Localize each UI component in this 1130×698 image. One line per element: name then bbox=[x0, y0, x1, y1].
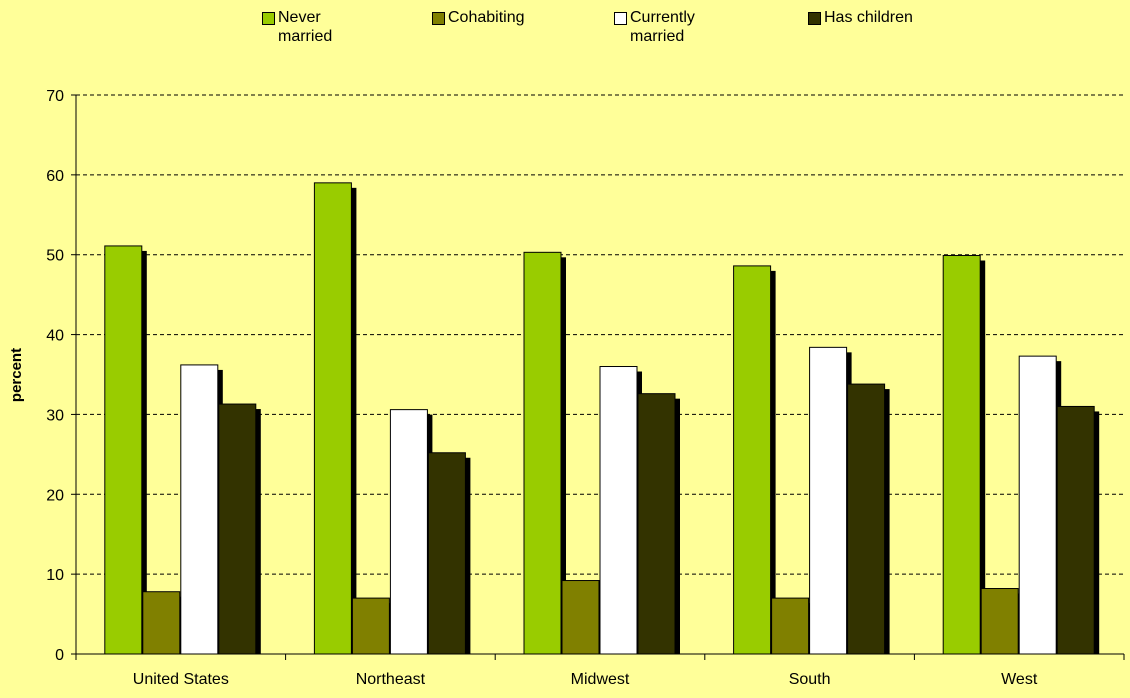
bar bbox=[389, 409, 428, 655]
x-tick-label: South bbox=[789, 671, 831, 688]
legend-swatch bbox=[808, 12, 821, 25]
y-tick-label: 0 bbox=[55, 647, 64, 664]
legend-label: Never married bbox=[278, 9, 333, 45]
y-tick-label: 60 bbox=[46, 168, 64, 185]
bar bbox=[599, 366, 638, 655]
bar bbox=[771, 597, 810, 655]
legend-label: Cohabiting bbox=[448, 9, 525, 26]
bar bbox=[561, 580, 600, 655]
bar bbox=[180, 364, 219, 655]
legend-item: Cohabiting bbox=[432, 8, 538, 27]
bar bbox=[523, 251, 562, 655]
legend-item: Never married bbox=[262, 8, 368, 46]
legend-item: Has children bbox=[808, 8, 914, 27]
y-tick-label: 30 bbox=[46, 407, 64, 424]
bar bbox=[1056, 405, 1095, 655]
bar bbox=[733, 265, 772, 655]
y-tick-label: 70 bbox=[46, 88, 64, 105]
bar bbox=[942, 255, 981, 655]
bar bbox=[809, 346, 848, 655]
y-tick-label: 50 bbox=[46, 248, 64, 265]
legend-swatch bbox=[262, 12, 275, 25]
bar bbox=[313, 182, 352, 655]
x-tick-label: United States bbox=[133, 671, 229, 688]
y-tick-label: 10 bbox=[46, 567, 64, 584]
y-tick-label: 40 bbox=[46, 328, 64, 345]
legend-swatch bbox=[432, 12, 445, 25]
bar bbox=[980, 588, 1019, 655]
bar bbox=[847, 383, 886, 655]
bar bbox=[637, 393, 676, 655]
y-tick-label: 20 bbox=[46, 487, 64, 504]
bar bbox=[1018, 355, 1057, 655]
bar bbox=[218, 403, 257, 655]
bar bbox=[104, 245, 143, 655]
bar bbox=[427, 452, 466, 655]
bar bbox=[142, 591, 181, 655]
x-tick-label: Midwest bbox=[571, 671, 630, 688]
x-tick-label: Northeast bbox=[356, 671, 426, 688]
legend-swatch bbox=[614, 12, 627, 25]
legend-label: Has children bbox=[824, 9, 913, 26]
bar bbox=[351, 597, 390, 655]
legend-label: Currently married bbox=[630, 9, 695, 45]
legend-item: Currently married bbox=[614, 8, 720, 46]
y-axis-label: percent bbox=[8, 348, 25, 402]
x-tick-label: West bbox=[1001, 671, 1038, 688]
